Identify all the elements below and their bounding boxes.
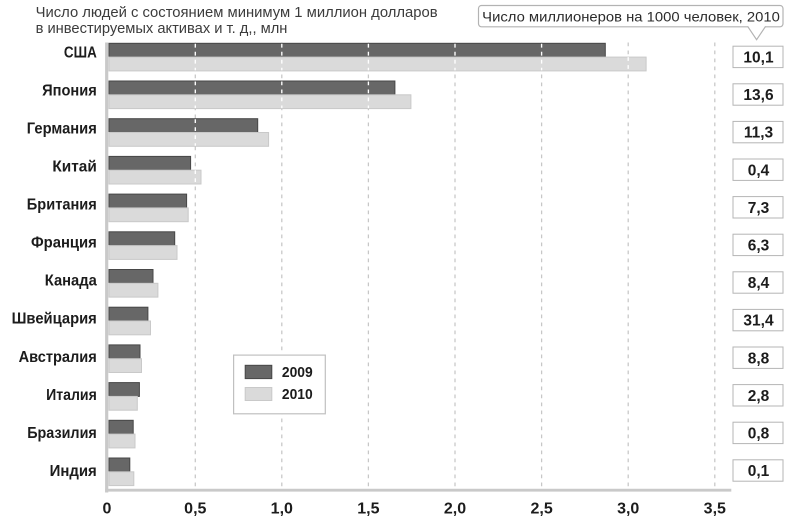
- svg-text:1,5: 1,5: [357, 501, 379, 518]
- svg-text:0,1: 0,1: [748, 463, 770, 480]
- svg-text:2009: 2009: [282, 364, 313, 381]
- svg-text:Индия: Индия: [50, 463, 97, 480]
- svg-text:2,0: 2,0: [444, 501, 466, 518]
- svg-text:в инвестируемых активах и т. д: в инвестируемых активах и т. д,, млн: [36, 20, 288, 37]
- svg-text:Италия: Италия: [46, 387, 97, 404]
- svg-text:31,4: 31,4: [743, 313, 774, 330]
- svg-text:8,4: 8,4: [748, 275, 770, 292]
- svg-text:Франция: Франция: [31, 235, 97, 252]
- svg-text:Канада: Канада: [45, 273, 97, 290]
- svg-text:Бразилия: Бразилия: [27, 425, 97, 442]
- svg-text:Германия: Германия: [27, 120, 97, 137]
- svg-text:0: 0: [102, 501, 111, 518]
- svg-text:0,8: 0,8: [748, 426, 770, 443]
- svg-text:1,0: 1,0: [271, 501, 293, 518]
- svg-text:Австралия: Австралия: [19, 349, 97, 366]
- svg-text:Число людей с состоянием миним: Число людей с состоянием минимум 1 милли…: [36, 4, 438, 21]
- svg-text:2010: 2010: [282, 386, 313, 403]
- svg-text:Британия: Британия: [27, 197, 97, 214]
- svg-text:13,6: 13,6: [743, 87, 774, 104]
- svg-text:11,3: 11,3: [744, 125, 774, 142]
- svg-text:3,5: 3,5: [704, 501, 726, 518]
- svg-text:Япония: Япония: [42, 82, 97, 99]
- svg-text:10,1: 10,1: [743, 50, 774, 67]
- svg-text:Число миллионеров на 1000 чело: Число миллионеров на 1000 человек, 2010: [482, 9, 780, 24]
- svg-text:0,4: 0,4: [748, 162, 770, 179]
- svg-text:6,3: 6,3: [748, 238, 770, 255]
- svg-text:2,5: 2,5: [530, 501, 552, 518]
- svg-text:Швейцария: Швейцария: [12, 311, 97, 328]
- svg-text:2,8: 2,8: [748, 388, 770, 405]
- svg-text:0,5: 0,5: [184, 501, 206, 518]
- svg-text:3,0: 3,0: [617, 501, 639, 518]
- svg-text:7,3: 7,3: [748, 200, 770, 217]
- svg-text:Китай: Китай: [52, 159, 96, 176]
- svg-text:8,8: 8,8: [748, 350, 770, 367]
- svg-text:США: США: [64, 44, 97, 61]
